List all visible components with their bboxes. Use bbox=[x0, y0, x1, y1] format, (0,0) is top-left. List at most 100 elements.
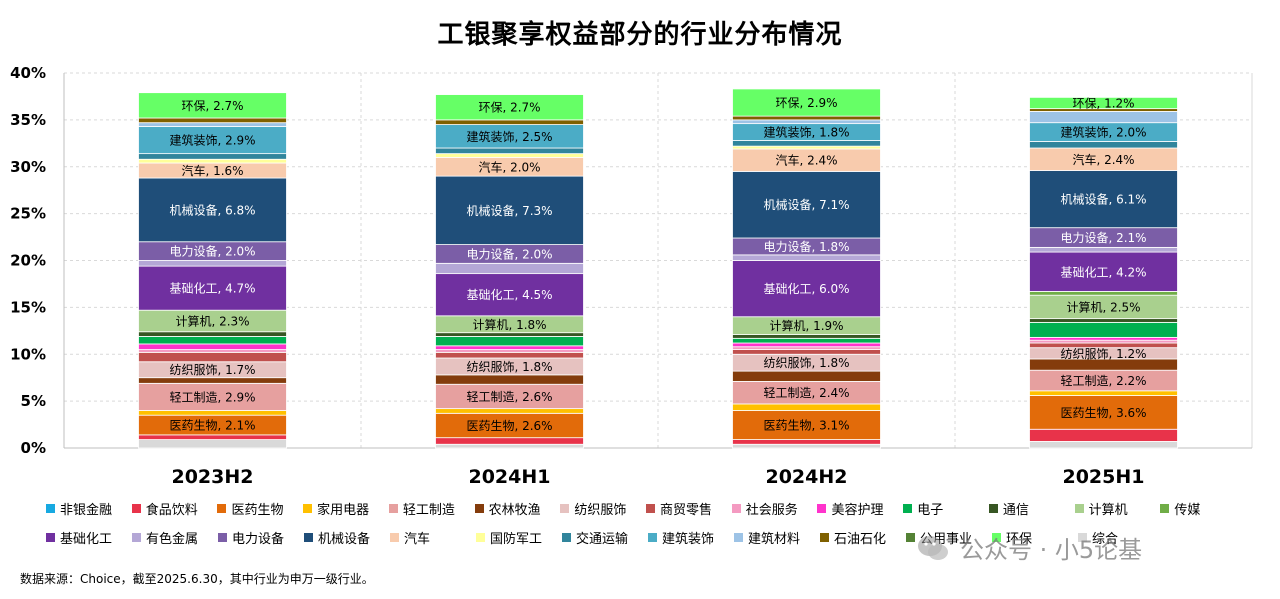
data-label: 计算机, 2.5% bbox=[1066, 299, 1140, 314]
legend-swatch bbox=[992, 533, 1001, 542]
legend-swatch bbox=[988, 504, 998, 513]
legend-item: 家用电器 bbox=[303, 498, 389, 519]
data-label: 计算机, 1.9% bbox=[769, 318, 843, 333]
legend-item: 环保 bbox=[992, 527, 1078, 548]
data-label: 计算机, 2.3% bbox=[175, 313, 249, 328]
legend-swatch bbox=[390, 533, 399, 542]
bar-segment bbox=[435, 336, 584, 347]
legend-swatch bbox=[648, 533, 657, 542]
legend-item: 美容护理 bbox=[817, 498, 903, 519]
legend-swatch bbox=[903, 504, 913, 513]
bar-segment bbox=[435, 119, 584, 125]
legend-swatch bbox=[46, 533, 55, 542]
legend-row: 非银金融 食品饮料 医药生物 家用电器 轻工制造 农林牧渔 纺织服饰 商贸零售 社会服务 美容护理… bbox=[46, 498, 1246, 519]
legend-item: 国防军工 bbox=[476, 527, 562, 548]
legend-label: 农林牧渔 bbox=[488, 503, 541, 518]
bar-segment bbox=[1029, 339, 1178, 344]
y-tick-label: 20% bbox=[10, 252, 46, 270]
legend-label: 美容护理 bbox=[831, 503, 884, 518]
legend-label: 石油石化 bbox=[834, 532, 887, 547]
legend-label: 基础化工 bbox=[60, 532, 113, 547]
legend-swatch bbox=[132, 533, 141, 542]
bar-segment bbox=[1029, 318, 1178, 323]
data-label: 纺织服饰, 1.2% bbox=[1060, 347, 1146, 361]
legend-item: 计算机 bbox=[1074, 498, 1161, 519]
legend-item: 汽车 bbox=[390, 527, 476, 548]
bar-segment bbox=[435, 273, 584, 317]
data-label: 纺织服饰, 1.8% bbox=[763, 356, 849, 370]
watermark-text: 公众号 · 小5论基 bbox=[960, 536, 1143, 564]
legend-swatch bbox=[1160, 504, 1170, 513]
legend-item: 电子 bbox=[903, 498, 989, 519]
data-label: 环保, 2.7% bbox=[478, 101, 540, 115]
legend-label: 建筑装饰 bbox=[662, 532, 715, 547]
legend-item: 社会服务 bbox=[731, 498, 818, 519]
data-label: 基础化工, 4.7% bbox=[169, 282, 255, 296]
bar-segment bbox=[138, 265, 287, 311]
bar-segment bbox=[138, 177, 287, 243]
data-label: 机械设备, 6.8% bbox=[169, 202, 255, 217]
legend-label: 计算机 bbox=[1088, 503, 1128, 518]
bar-segment bbox=[732, 370, 881, 382]
bar-segment bbox=[138, 351, 287, 363]
chart-legend: 非银金融 食品饮料 医药生物 家用电器 轻工制造 农林牧渔 纺织服饰 商贸零售 社会服务 美容护理… bbox=[46, 498, 1246, 556]
bar-segment bbox=[732, 346, 881, 350]
x-tick-label: 2025H1 bbox=[1062, 466, 1144, 488]
bar-segment bbox=[1029, 96, 1178, 110]
y-tick-label: 0% bbox=[21, 439, 46, 457]
bar-segment bbox=[435, 345, 584, 350]
legend-item: 建筑材料 bbox=[734, 527, 820, 548]
legend-label: 通信 bbox=[1002, 503, 1029, 518]
data-label: 轻工制造, 2.4% bbox=[763, 386, 849, 400]
legend-item: 传媒 bbox=[1160, 498, 1246, 519]
data-label: 轻工制造, 2.2% bbox=[1060, 374, 1146, 388]
legend-swatch bbox=[560, 504, 570, 513]
legend-swatch bbox=[562, 533, 571, 542]
legend-label: 电力设备 bbox=[232, 532, 285, 547]
bar-segment bbox=[435, 349, 584, 353]
legend-label: 商贸零售 bbox=[660, 503, 713, 518]
bar-segment bbox=[1029, 141, 1178, 149]
bar-segment bbox=[435, 147, 584, 155]
legend-swatch bbox=[217, 504, 227, 513]
legend-item: 建筑装饰 bbox=[648, 527, 734, 548]
bar-segment bbox=[138, 153, 287, 160]
bar-segment bbox=[435, 374, 584, 385]
data-source-note: 数据来源：Choice，截至2025.6.30，其中行业为申万一级行业。 bbox=[20, 572, 374, 586]
bar-segment bbox=[435, 383, 584, 410]
legend-item: 通信 bbox=[988, 498, 1075, 519]
bar-segment bbox=[732, 119, 881, 125]
legend-label: 国防军工 bbox=[490, 532, 543, 547]
data-label: 电力设备, 2.0% bbox=[466, 247, 552, 261]
bar-segment bbox=[138, 126, 287, 155]
bar-segment bbox=[138, 331, 287, 337]
bar-segment bbox=[732, 443, 881, 449]
bar-segment bbox=[732, 88, 881, 117]
bar-segment bbox=[138, 122, 287, 127]
bar-segment bbox=[1029, 251, 1178, 292]
bar-segment bbox=[435, 262, 584, 275]
watermark: 公众号 · 小5论基 bbox=[916, 530, 1142, 565]
data-label: 计算机, 1.8% bbox=[472, 317, 546, 332]
legend-swatch bbox=[476, 533, 485, 542]
bar-segment bbox=[138, 158, 287, 164]
bar-segment bbox=[732, 334, 881, 339]
data-label: 汽车, 2.4% bbox=[1072, 152, 1134, 167]
data-label: 机械设备, 6.1% bbox=[1060, 192, 1146, 207]
bar-segment bbox=[1029, 342, 1178, 349]
legend-label: 非银金融 bbox=[60, 503, 113, 518]
data-label: 建筑装饰, 2.5% bbox=[466, 129, 552, 144]
bar-segment bbox=[138, 377, 287, 384]
legend-swatch bbox=[820, 533, 829, 542]
data-label: 机械设备, 7.3% bbox=[466, 203, 552, 218]
legend-swatch bbox=[734, 533, 743, 542]
bar-segment bbox=[435, 443, 584, 449]
bar-segment bbox=[1029, 291, 1178, 296]
data-label: 纺织服饰, 1.7% bbox=[169, 363, 255, 377]
legend-item: 农林牧渔 bbox=[474, 498, 561, 519]
legend-item: 有色金属 bbox=[132, 527, 218, 548]
data-label: 基础化工, 4.2% bbox=[1060, 265, 1146, 279]
legend-item: 石油石化 bbox=[820, 527, 906, 548]
data-label: 汽车, 2.0% bbox=[478, 159, 540, 174]
